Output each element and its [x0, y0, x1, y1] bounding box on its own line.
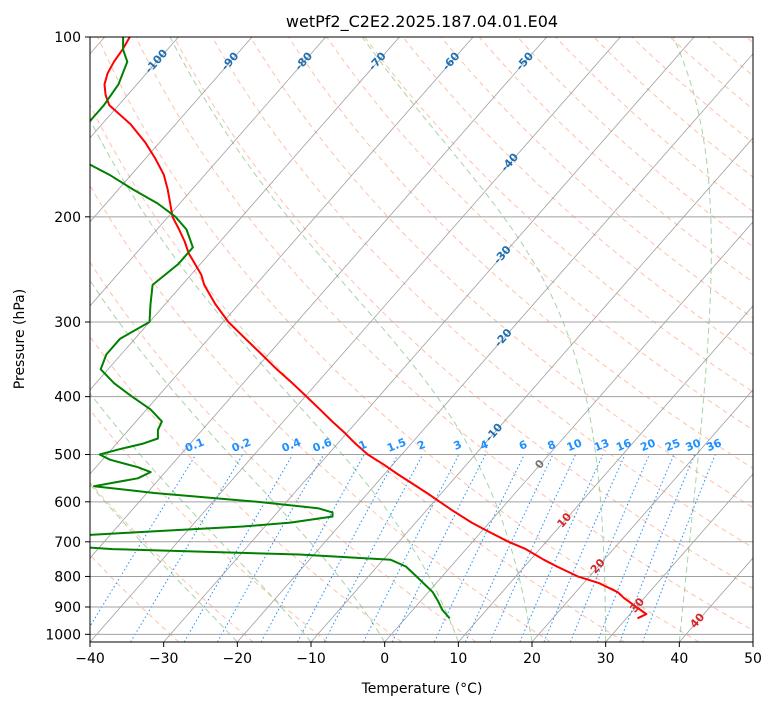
- mixing-ratio-line: [620, 455, 695, 643]
- y-tick-label: 100: [54, 30, 81, 46]
- mixing-ratio-label: 0.4: [280, 435, 303, 454]
- moist-adiabat-line: [362, 37, 605, 642]
- y-axis-label: Pressure (hPa): [12, 289, 28, 389]
- x-tick-label: −30: [149, 651, 179, 667]
- moist-adiabat-line: [170, 37, 532, 642]
- mixing-ratio-label: 1: [357, 438, 369, 453]
- y-tick-label: 500: [54, 448, 81, 464]
- isotherm-line: [385, 37, 775, 642]
- dry-adiabat-line: [632, 37, 775, 642]
- dry-adiabat-line: [594, 37, 775, 642]
- x-tick-label: 50: [744, 651, 762, 667]
- mixing-ratio-label: 13: [592, 436, 611, 454]
- y-tick-label: 900: [54, 600, 81, 616]
- dry-adiabat-line: [365, 37, 775, 642]
- mixing-ratio-label: 10: [565, 436, 584, 454]
- temperature-profile-line: [105, 37, 647, 618]
- mixing-ratio-label: 8: [546, 438, 558, 453]
- mixing-ratio-label: 25: [663, 436, 682, 454]
- x-tick-label: 30: [597, 651, 615, 667]
- dry-adiabat-line: [250, 37, 775, 642]
- mixing-ratio-label: 1.5: [385, 436, 408, 455]
- isotherm-line: [753, 37, 775, 642]
- isotherm-line: [16, 37, 546, 642]
- x-tick-label: 0: [380, 651, 389, 667]
- y-tick-label: 700: [54, 535, 81, 551]
- chart-title: wetPf2_C2E2.2025.187.04.01.E04: [286, 12, 558, 32]
- dry-adiabat-line: [670, 37, 775, 642]
- y-tick-label: 200: [54, 210, 81, 226]
- dry-adiabat-line: [403, 37, 775, 642]
- x-tick-label: −20: [223, 651, 253, 667]
- dry-adiabat-line: [60, 37, 625, 642]
- moist-adiabat-line: [673, 37, 711, 642]
- isotherm-line: [606, 37, 775, 642]
- x-tick-label: 10: [449, 651, 467, 667]
- moist-adiabat-line: [0, 84, 385, 642]
- dry-adiabat-line: [21, 37, 550, 642]
- mixing-ratio-label: 0.2: [230, 436, 253, 455]
- mixing-ratio-label: 3: [452, 438, 464, 453]
- isotherm-line: [311, 37, 775, 642]
- dry-adiabat-line: [746, 37, 775, 642]
- gridlines: [0, 37, 775, 642]
- mixing-ratio-line: [490, 455, 575, 643]
- dry-adiabat-line: [289, 37, 775, 642]
- mixing-ratio-line: [392, 455, 485, 643]
- moist-adiabat-line: [53, 37, 458, 642]
- y-tick-label: 1000: [45, 627, 81, 643]
- background-lines: [0, 37, 775, 642]
- y-tick-label: 600: [54, 495, 81, 511]
- moist-adiabat-line: [0, 135, 311, 642]
- mixing-ratio-line: [434, 455, 524, 643]
- dry-adiabat-line: [556, 37, 775, 642]
- dry-adiabat-line: [518, 37, 775, 642]
- isotherm-line: [679, 37, 775, 642]
- isotherm-line: [164, 37, 694, 642]
- x-tick-label: −10: [296, 651, 326, 667]
- x-tick-label: −40: [75, 651, 105, 667]
- dry-adiabat-line: [708, 37, 775, 642]
- x-axis-label: Temperature (°C): [361, 681, 483, 697]
- mixing-ratio-label: 0.1: [183, 436, 206, 455]
- mixing-ratio-line: [217, 455, 323, 643]
- x-tick-label: 40: [670, 651, 688, 667]
- y-tick-label: 300: [54, 315, 81, 331]
- x-tick-label: 20: [523, 651, 541, 667]
- mixing-ratio-label: 2: [415, 438, 427, 453]
- y-tick-label: 800: [54, 569, 81, 585]
- moist-adiabat-line: [0, 181, 237, 642]
- dry-adiabat-line: [0, 37, 476, 642]
- mixing-ratio-line: [520, 455, 603, 643]
- mixing-ratio-label: 6: [517, 438, 529, 453]
- y-tick-label: 400: [54, 390, 81, 406]
- dry-adiabat-line: [441, 37, 775, 642]
- mixing-ratio-line: [298, 455, 398, 643]
- mixing-ratio-label: 16: [614, 436, 633, 454]
- mixing-ratio-label: 20: [638, 436, 657, 454]
- isotherm-line: [532, 37, 775, 642]
